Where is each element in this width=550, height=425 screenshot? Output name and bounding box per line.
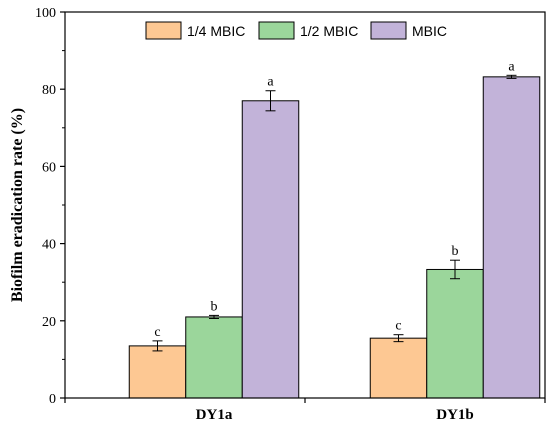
legend-label-2: 1/2 MBIC	[300, 23, 358, 39]
legend-swatch-2	[258, 21, 295, 40]
error-bar-dy1b-series-1	[393, 334, 404, 343]
bar-dy1b-series-1	[369, 337, 428, 399]
error-bar-dy1a-series-2	[209, 314, 219, 319]
error-bar-dy1b-series-2	[450, 259, 460, 280]
significance-label-dy1a-series-2: b	[211, 299, 218, 314]
x-tick-label-dy1a: DY1a	[196, 407, 233, 423]
y-tick-label-0: 0	[49, 392, 56, 407]
legend: 1/4 MBIC 1/2 MBIC MBIC	[145, 21, 447, 40]
significance-label-dy1a-series-3: a	[267, 75, 274, 90]
legend-label-1: 1/4 MBIC	[187, 23, 245, 39]
y-axis-label: Biofilm eradication rate (%)	[9, 108, 26, 302]
bar-dy1a-series-1	[128, 345, 187, 399]
bar-dy1b-series-2	[426, 268, 484, 399]
y-tick-label-20: 20	[42, 315, 56, 330]
plot-area: c c b b a a 0 20 40 60 80 100 DY1a DY1b	[35, 6, 546, 423]
error-bar-dy1a-series-1	[152, 340, 163, 352]
significance-label-dy1a-series-1: c	[154, 325, 160, 340]
bar-dy1a-series-3	[241, 100, 300, 399]
significance-label-dy1b-series-1: c	[395, 319, 401, 334]
significance-label-dy1b-series-2: b	[452, 244, 459, 259]
error-bar-dy1a-series-3	[265, 90, 276, 112]
bar-dy1b-series-3	[482, 76, 541, 399]
legend-label-3: MBIC	[412, 23, 447, 39]
y-tick-label-80: 80	[42, 83, 56, 98]
legend-swatch-3	[370, 21, 407, 40]
y-tick-label-40: 40	[42, 238, 56, 253]
error-bar-dy1b-series-3	[506, 74, 517, 79]
significance-label-dy1b-series-3: a	[508, 59, 515, 74]
bar-dy1a-series-2	[185, 316, 243, 399]
x-tick-label-dy1b: DY1b	[436, 407, 474, 423]
y-tick-label-60: 60	[42, 160, 56, 175]
y-tick-label-100: 100	[35, 6, 56, 21]
legend-swatch-1	[145, 21, 182, 40]
